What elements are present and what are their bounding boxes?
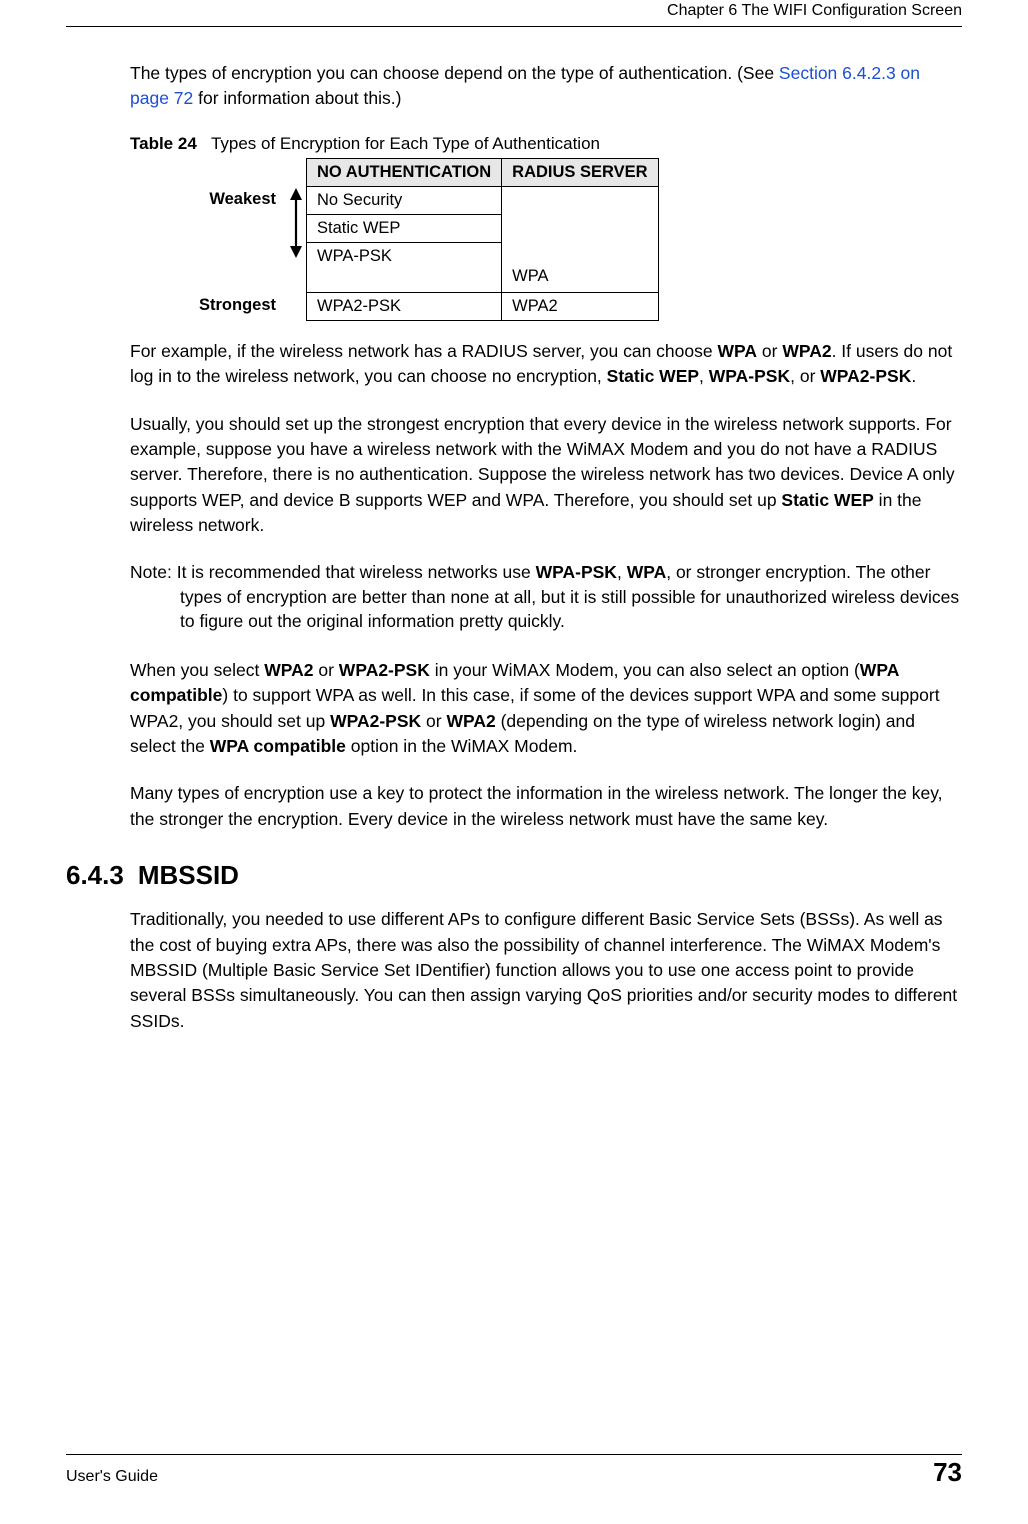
cell-nosec: No Security — [307, 186, 502, 214]
paragraph-example: For example, if the wireless network has… — [130, 339, 962, 390]
cell-wpa2: WPA2 — [502, 292, 658, 320]
section-title: MBSSID — [138, 860, 239, 890]
running-header: Chapter 6 The WIFI Configuration Screen — [66, 2, 962, 20]
cell-static-wep: Static WEP — [307, 214, 502, 242]
intro-paragraph: The types of encryption you can choose d… — [130, 61, 962, 112]
intro-text-pre: The types of encryption you can choose d… — [130, 63, 779, 83]
row-label-strongest: Strongest — [156, 292, 286, 320]
table-label: Table 24 — [130, 134, 197, 153]
table-title: Types of Encryption for Each Type of Aut… — [211, 134, 600, 153]
strength-arrow-cell — [286, 186, 307, 292]
table-caption: Table 24 Types of Encryption for Each Ty… — [130, 134, 962, 154]
paragraph-key: Many types of encryption use a key to pr… — [130, 781, 962, 832]
page-footer: User's Guide 73 — [66, 1454, 962, 1488]
paragraph-usually: Usually, you should set up the strongest… — [130, 412, 962, 539]
table-spacer — [156, 158, 286, 186]
col-header-noauth: NO AUTHENTICATION — [307, 158, 502, 186]
encryption-table: NO AUTHENTICATION RADIUS SERVER Weakest … — [156, 158, 659, 321]
section-number: 6.4.3 — [66, 860, 124, 890]
cell-wpa2-psk: WPA2-PSK — [307, 292, 502, 320]
note-paragraph: Note: It is recommended that wireless ne… — [130, 560, 962, 634]
cell-wpa-psk: WPA-PSK — [307, 242, 502, 292]
section-heading: 6.4.3 MBSSID — [66, 860, 962, 891]
row-label-weakest: Weakest — [156, 186, 286, 214]
col-header-radius: RADIUS SERVER — [502, 158, 658, 186]
intro-text-post: for information about this.) — [193, 88, 401, 108]
footer-guide-label: User's Guide — [66, 1468, 158, 1486]
paragraph-wpa2-select: When you select WPA2 or WPA2-PSK in your… — [130, 658, 962, 760]
footer-rule — [66, 1454, 962, 1455]
double-arrow-icon — [288, 188, 304, 258]
note-prefix: Note: — [130, 562, 177, 582]
header-rule — [66, 26, 962, 27]
page-number: 73 — [933, 1457, 962, 1488]
cell-wpa: WPA — [502, 186, 658, 292]
paragraph-mbssid: Traditionally, you needed to use differe… — [130, 907, 962, 1034]
